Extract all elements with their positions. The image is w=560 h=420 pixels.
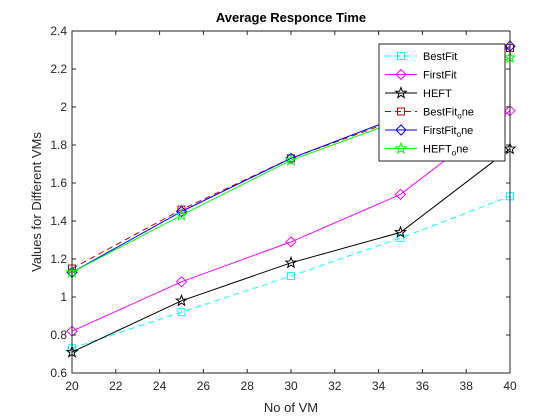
data-point [394,188,407,201]
legend-marker [394,86,408,99]
x-tick-label: 20 [65,379,79,393]
x-axis: 20 22 24 26 28 30 32 34 36 38 40 [65,31,517,393]
legend-label: HEFT [423,88,452,100]
y-tick-label: 1.8 [50,138,67,152]
legend-marker [395,124,407,136]
x-tick-label: 28 [241,379,255,393]
data-point [287,272,295,281]
x-tick-label: 24 [153,379,167,393]
legend-marker [395,68,407,81]
legend-item: BestFitone [385,107,474,121]
data-point [285,236,297,248]
data-point [285,152,297,165]
series-line [71,148,511,353]
x-tick-label: 32 [328,379,342,393]
legend-label: HEFTone [423,144,468,158]
y-tick-label: 1.4 [50,214,67,228]
y-tick-label: 1.2 [50,252,67,266]
legend-marker [394,141,408,155]
x-tick-label: 36 [416,379,430,393]
y-tick-label: 2.4 [50,24,67,38]
y-tick-label: 1.6 [50,176,67,190]
chart-title: Average Responce Time [216,10,366,25]
x-tick-label: 26 [197,379,211,393]
legend-item: HEFTone [385,141,468,158]
legend-item: BestFit [385,51,457,63]
legend-item: HEFT [385,86,452,100]
legend: BestFit FirstFit HEFT BestFitone FirstFitone… [378,43,506,162]
legend-box [378,43,506,162]
legend-label: BestFitone [423,107,474,121]
y-axis: 0.6 0.8 1 1.2 1.4 1.6 1.8 2 2.2 2.4 [50,24,510,380]
data-point [174,208,189,221]
legend-marker [397,107,405,116]
data-point [175,276,188,288]
x-tick-label: 30 [284,379,298,393]
legend-label: FirstFit [423,70,457,82]
data-point [177,308,186,317]
data-point [174,293,189,307]
x-tick-label: 38 [460,379,474,393]
y-tick-label: 0.8 [50,328,67,342]
legend-item: FirstFit [385,68,457,82]
y-axis-label: Values for Different VMs [29,132,44,272]
series-firstfit [66,105,516,337]
x-axis-label: No of VM [264,400,318,415]
legend-marker [397,52,405,60]
y-tick-label: 1 [60,290,67,304]
y-tick-label: 0.6 [50,366,67,380]
data-point [175,205,188,218]
series-line [71,110,511,332]
y-tick-label: 2.2 [50,62,67,76]
x-tick-label: 40 [503,379,517,393]
data-point [393,225,408,239]
y-tick-label: 2 [60,100,67,114]
legend-label: FirstFitone [423,125,473,139]
series-line [71,195,511,349]
data-point [284,255,298,269]
x-tick-label: 22 [109,379,123,393]
legend-label: BestFit [423,51,457,63]
data-point [284,153,298,166]
x-tick-label: 34 [372,379,386,393]
legend-item: FirstFitone [385,124,473,139]
